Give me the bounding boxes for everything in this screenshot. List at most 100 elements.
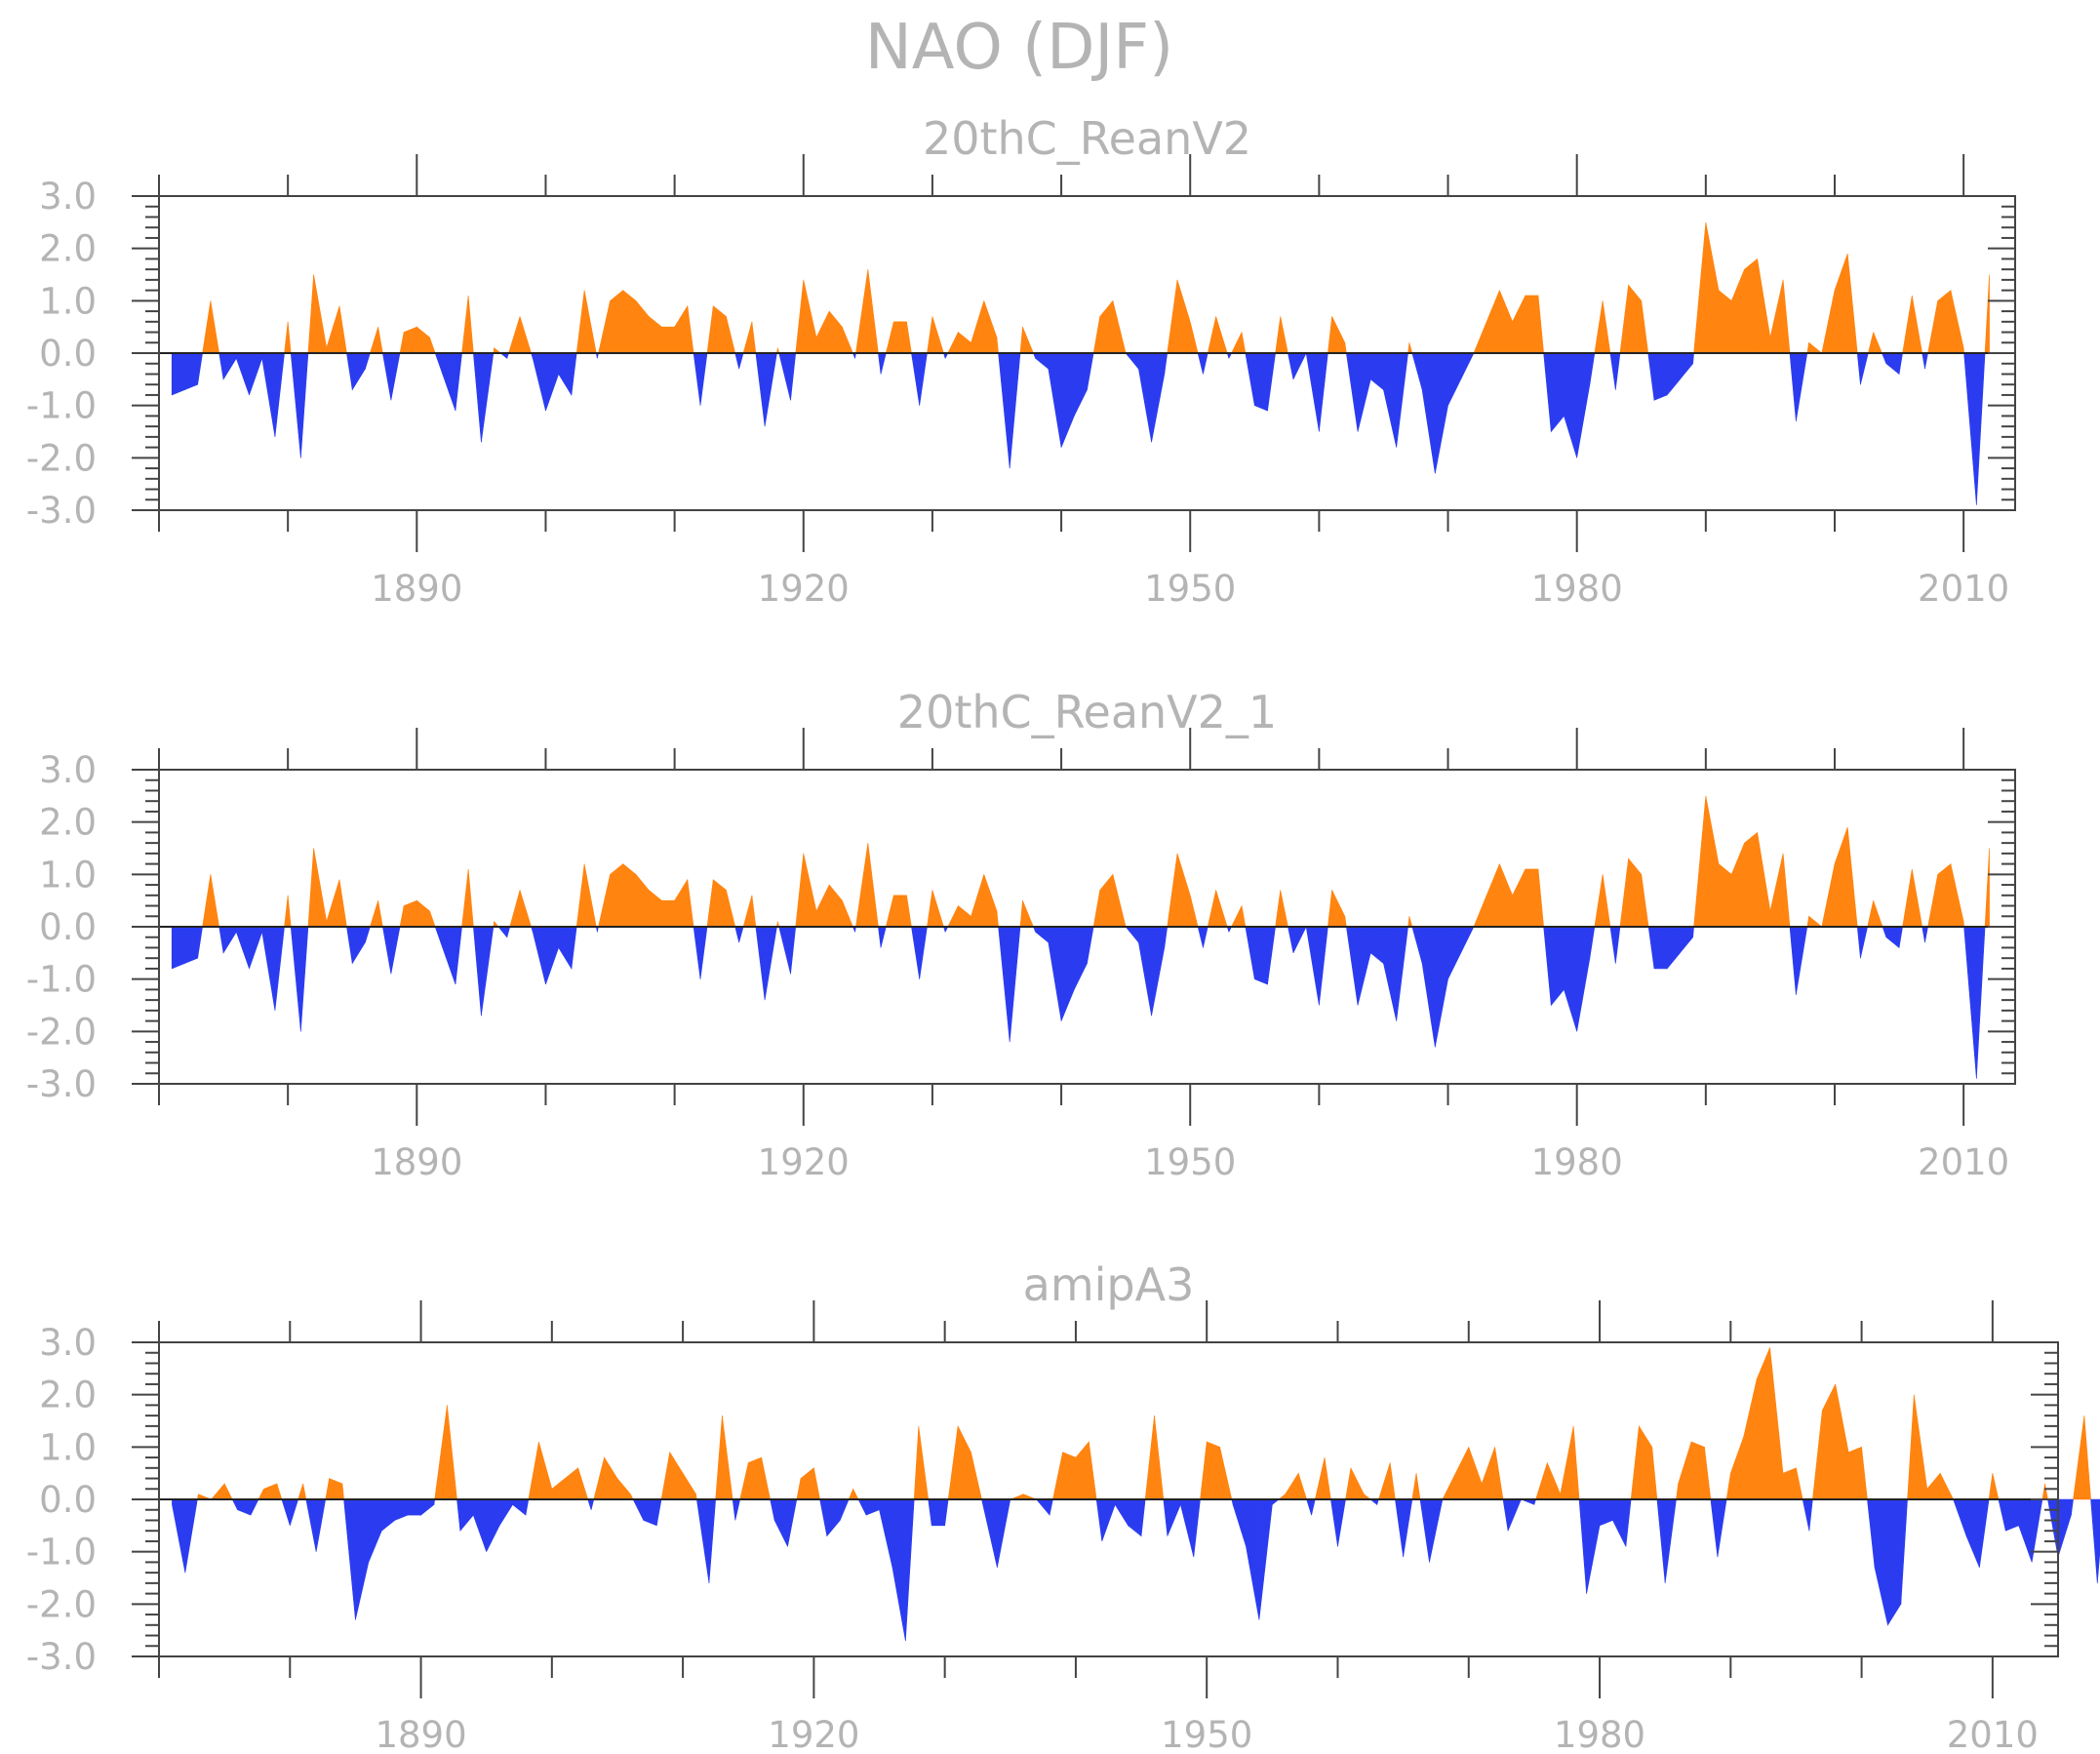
negative-anomaly-area [857,1498,867,1516]
positive-anomaly-area [1537,868,1544,928]
x-tick-label: 1980 [1531,1141,1623,1183]
positive-anomaly-area [1206,1441,1220,1500]
positive-anomaly-area [803,279,817,354]
negative-anomaly-area [1305,352,1320,432]
positive-anomaly-area [1937,289,1952,354]
x-tick-label: 1980 [1531,568,1623,610]
negative-anomaly-area [1140,1498,1146,1536]
negative-anomaly-area [1922,352,1925,370]
negative-anomaly-area [1346,352,1359,432]
negative-anomaly-area [1403,1498,1413,1558]
positive-anomaly-area [1022,900,1034,928]
negative-anomaly-area [455,352,462,412]
positive-anomaly-area [1144,1415,1155,1500]
negative-anomaly-area [545,926,559,985]
negative-anomaly-area [1802,1498,1810,1532]
negative-anomaly-area [1411,926,1423,964]
y-tick-label: 1.0 [39,854,97,896]
y-tick-label: 0.0 [39,906,97,948]
negative-anomaly-area [778,352,791,401]
positive-anomaly-area [1411,1473,1417,1500]
positive-anomaly-area [1718,289,1732,354]
negative-anomaly-area [1564,352,1577,458]
negative-anomaly-area [300,352,309,458]
positive-anomaly-area [1499,290,1513,354]
positive-anomaly-area [885,895,894,928]
positive-anomaly-area [648,315,662,354]
positive-anomaly-area [712,879,727,928]
positive-anomaly-area [1345,1467,1352,1500]
negative-anomaly-area [1419,1498,1430,1563]
positive-anomaly-area [996,910,999,928]
positive-anomaly-area [1189,895,1199,928]
negative-anomaly-area [1856,352,1861,385]
positive-anomaly-area [1835,1383,1849,1500]
positive-anomaly-area [1415,1473,1421,1500]
positive-anomaly-area [1297,1473,1308,1500]
positive-anomaly-area [1408,916,1413,928]
negative-anomaly-area [1550,352,1565,433]
negative-anomaly-area [249,352,263,396]
x-axis: 1890 1920 1950 1980 2010 [158,1300,2039,1754]
negative-anomaly-area [1435,352,1448,474]
positive-anomaly-area [1473,321,1487,354]
positive-anomaly-area [1499,863,1513,928]
negative-anomaly-area [2018,1498,2033,1563]
positive-anomaly-area [1075,1441,1090,1500]
negative-anomaly-area [2031,1498,2043,1563]
x-axis: 1890 1920 1950 1980 2010 [158,154,2009,610]
negative-anomaly-area [1900,1498,1908,1605]
positive-anomaly-area [1344,916,1347,928]
positive-anomaly-area [1537,295,1544,354]
positive-anomaly-area [616,1477,631,1500]
negative-anomaly-area [879,1498,893,1568]
x-tick-label: 1920 [768,1714,859,1754]
positive-anomaly-area [726,890,736,928]
positive-anomaly-area [1902,295,1913,354]
negative-anomaly-area [1330,1498,1338,1547]
negative-anomaly-area [184,1498,198,1574]
positive-anomaly-area [434,1405,448,1500]
positive-anomaly-area [1062,1452,1077,1500]
negative-anomaly-area [2071,1498,2074,1516]
positive-anomaly-area [284,895,289,928]
positive-anomaly-area [1280,316,1288,354]
positive-anomaly-area [429,910,436,928]
positive-anomaly-area [1846,254,1858,354]
negative-anomaly-area [632,1498,645,1521]
negative-anomaly-area [1253,926,1268,985]
positive-anomaly-area [1525,868,1539,928]
negative-anomaly-area [865,1498,880,1516]
positive-anomaly-area [2073,1415,2085,1500]
negative-anomaly-area [261,352,276,437]
negative-anomaly-area [1267,352,1276,412]
positive-anomaly-area [1408,342,1413,354]
positive-anomaly-area [927,316,933,354]
positive-anomaly-area [1725,1473,1731,1500]
negative-anomaly-area [1874,1498,1888,1625]
negative-anomaly-area [218,926,224,953]
positive-anomaly-area [307,848,314,928]
positive-anomaly-area [1619,285,1629,354]
positive-anomaly-area [751,895,757,928]
negative-anomaly-area [558,926,573,970]
positive-anomaly-area [1821,290,1836,354]
negative-anomaly-area [235,926,250,970]
positive-anomaly-area [1744,831,1758,928]
negative-anomaly-area [197,926,203,959]
negative-anomaly-area [390,352,401,401]
negative-anomaly-area [1253,352,1268,412]
positive-anomaly-area [906,895,912,928]
positive-anomaly-area [906,321,912,354]
positive-anomaly-area [1913,1394,1928,1500]
positive-anomaly-area [761,1457,771,1500]
positive-anomaly-area [338,879,347,928]
negative-anomaly-area [1009,352,1021,469]
negative-anomaly-area [878,352,882,375]
positive-anomaly-area [509,890,521,928]
positive-anomaly-area [1547,1462,1562,1500]
positive-anomaly-area [1992,1473,2000,1500]
negative-anomaly-area [1114,1498,1129,1527]
y-tick-label: 3.0 [39,749,97,791]
negative-anomaly-area [880,352,887,375]
